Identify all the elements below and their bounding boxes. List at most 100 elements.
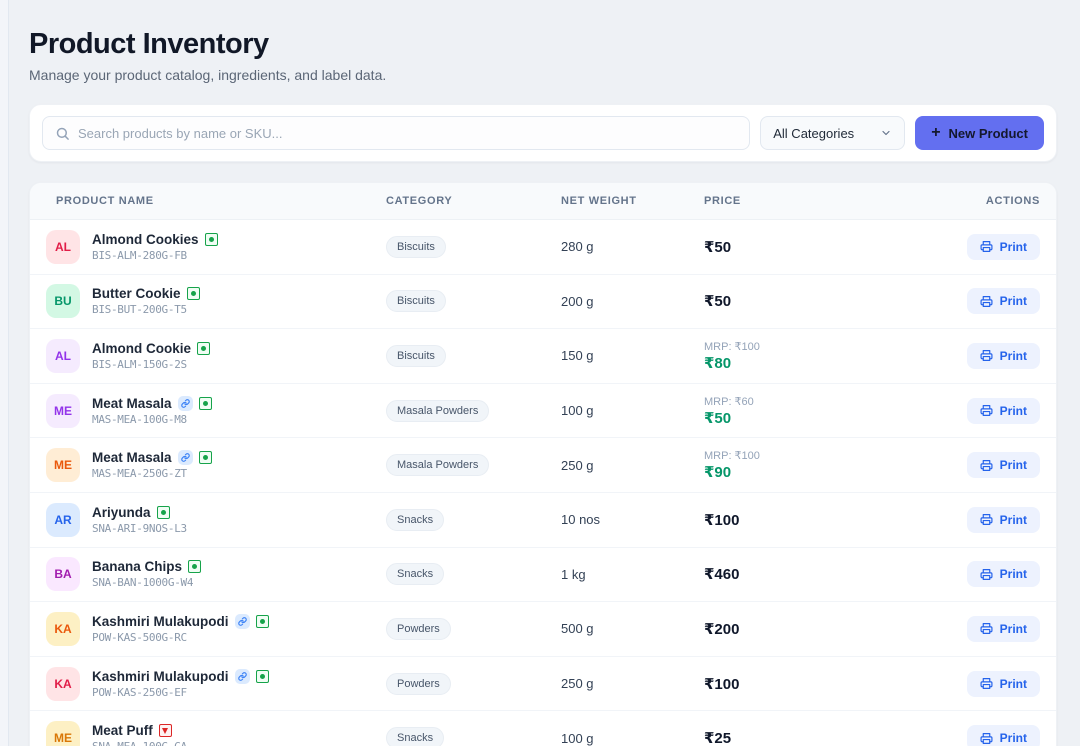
print-button[interactable]: Print: [966, 342, 1040, 369]
category-badge: Snacks: [386, 727, 445, 746]
category-badge: Snacks: [386, 508, 445, 531]
diet-icon: [158, 724, 172, 738]
product-name: Butter Cookie: [92, 286, 181, 302]
price-cell: ₹100: [704, 511, 944, 529]
table-row: ME Meat Masala MAS-MEA-100G-M8 Masala Po…: [30, 384, 1056, 439]
avatar: BU: [46, 284, 80, 319]
price-cell: MRP: ₹100 ₹80: [704, 340, 944, 372]
product-name: Ariyunda: [92, 504, 151, 520]
table-row: BU Butter Cookie BIS-BUT-200G-T5 Biscuit…: [30, 275, 1056, 330]
price-cell: ₹50: [704, 292, 944, 310]
header-net-weight: Net Weight: [561, 195, 637, 207]
printer-icon: [980, 677, 993, 690]
avatar: ME: [46, 448, 80, 483]
avatar: AR: [46, 502, 80, 537]
price-cell: ₹100: [704, 675, 944, 693]
category-badge: Powders: [386, 672, 451, 695]
price: ₹50: [704, 238, 732, 256]
link-icon: [177, 450, 193, 466]
product-sku: SNA-BAN-1000G-W4: [92, 576, 194, 590]
price: ₹200: [704, 620, 740, 638]
mrp-label: MRP: ₹60: [704, 395, 754, 408]
print-button[interactable]: Print: [966, 725, 1040, 746]
new-product-label: New Product: [948, 125, 1028, 141]
print-button[interactable]: Print: [966, 615, 1040, 642]
avatar-initials: AL: [55, 348, 71, 363]
print-button[interactable]: Print: [966, 561, 1040, 588]
avatar: ME: [46, 393, 80, 428]
print-button[interactable]: Print: [966, 233, 1040, 260]
diet-icon: [198, 451, 212, 465]
avatar: AL: [46, 338, 80, 373]
print-button[interactable]: Print: [966, 397, 1040, 424]
avatar-initials: ME: [54, 731, 72, 746]
avatar-initials: ME: [54, 403, 72, 418]
price-cell: ₹25: [704, 729, 944, 746]
net-weight: 150 g: [561, 348, 594, 364]
category-filter[interactable]: All Categories: [760, 116, 906, 150]
product-sku: SNA-MEA-100G-GA: [92, 740, 187, 746]
diet-icon: [156, 505, 170, 519]
product-name: Meat Masala: [92, 450, 172, 466]
print-button[interactable]: Print: [966, 288, 1040, 315]
table-row: BA Banana Chips SNA-BAN-1000G-W4 Snacks …: [30, 548, 1056, 603]
print-label: Print: [999, 348, 1027, 363]
product-sku: MAS-MEA-250G-ZT: [92, 467, 187, 481]
table-row: KA Kashmiri Mulakupodi POW-KAS-500G-RC P…: [30, 602, 1056, 657]
product-sku: MAS-MEA-100G-M8: [92, 412, 187, 426]
header-actions: Actions: [985, 195, 1040, 207]
print-button[interactable]: Print: [966, 506, 1040, 533]
diet-icon: [204, 232, 218, 246]
print-label: Print: [999, 512, 1027, 527]
net-weight: 10 nos: [561, 512, 601, 528]
net-weight: 1 kg: [561, 566, 586, 582]
toolbar: All Categories + New Product: [29, 104, 1057, 162]
net-weight: 100 g: [561, 403, 594, 419]
price: ₹50: [704, 409, 732, 427]
table-row: ME Meat Masala MAS-MEA-250G-ZT Masala Po…: [30, 438, 1056, 493]
diet-icon: [197, 341, 211, 355]
product-name: Almond Cookie: [92, 340, 192, 356]
print-label: Print: [999, 458, 1027, 473]
search-box[interactable]: [42, 116, 751, 150]
search-input[interactable]: [78, 125, 738, 141]
print-label: Print: [999, 294, 1027, 309]
print-button[interactable]: Print: [966, 452, 1040, 479]
table-header-row: Product Name Category Net Weight Price A…: [30, 183, 1056, 220]
net-weight: 250 g: [561, 676, 594, 692]
price-cell: ₹200: [704, 620, 944, 638]
price-cell: ₹460: [704, 565, 944, 583]
print-label: Print: [999, 731, 1027, 746]
price-cell: ₹50: [704, 238, 944, 256]
product-name: Meat Masala: [92, 395, 172, 411]
mrp-label: MRP: ₹100: [704, 450, 760, 463]
header-category: Category: [386, 195, 453, 207]
print-label: Print: [999, 403, 1027, 418]
table-row: AR Ariyunda SNA-ARI-9NOS-L3 Snacks 10 no…: [30, 493, 1056, 548]
price: ₹100: [704, 511, 740, 529]
avatar-initials: BA: [54, 567, 72, 582]
product-sku: POW-KAS-500G-RC: [92, 630, 187, 644]
new-product-button[interactable]: + New Product: [915, 116, 1044, 150]
avatar: BA: [46, 557, 80, 592]
price: ₹50: [704, 293, 732, 311]
print-label: Print: [999, 567, 1027, 582]
print-button[interactable]: Print: [966, 670, 1040, 697]
diet-icon: [188, 560, 202, 574]
table-row: AL Almond Cookies BIS-ALM-280G-FB Biscui…: [30, 220, 1056, 275]
avatar: KA: [46, 611, 80, 646]
product-name: Kashmiri Mulakupodi: [92, 613, 229, 629]
printer-icon: [980, 513, 993, 526]
avatar: ME: [46, 721, 80, 746]
link-icon: [234, 668, 250, 684]
table-row: KA Kashmiri Mulakupodi POW-KAS-250G-EF P…: [30, 657, 1056, 712]
header-price: Price: [704, 195, 741, 207]
product-sku: BIS-ALM-150G-2S: [92, 357, 187, 371]
main-content: Product Inventory Manage your product ca…: [9, 0, 1080, 746]
diet-icon: [186, 287, 200, 301]
avatar: AL: [46, 229, 80, 264]
chevron-down-icon: [880, 127, 892, 139]
avatar-initials: AR: [54, 512, 72, 527]
page-title: Product Inventory: [29, 28, 269, 60]
net-weight: 250 g: [561, 457, 594, 473]
